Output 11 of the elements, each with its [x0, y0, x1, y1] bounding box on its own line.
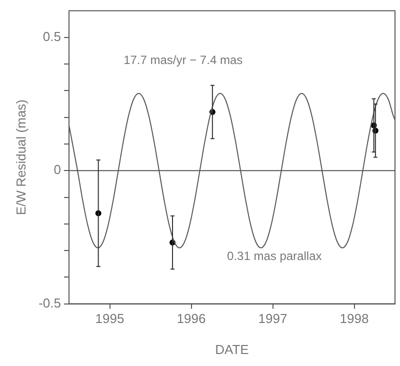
x-tick-label: 1998 [340, 311, 369, 326]
x-tick-label: 1995 [95, 311, 124, 326]
x-axis-title: DATE [215, 342, 250, 357]
x-tick-label: 1996 [176, 311, 206, 326]
y-tick-label: 0 [54, 162, 61, 178]
y-tick-label: 0.5 [42, 29, 61, 44]
x-tick-label: 1997 [258, 311, 288, 326]
annotation: 0.31 mas parallax [227, 249, 322, 264]
annotation: 17.7 mas/yr − 7.4 mas [124, 52, 243, 67]
y-tick-label: -0.5 [38, 295, 61, 310]
y-axis-title: E/W Residual (mas) [13, 100, 28, 216]
